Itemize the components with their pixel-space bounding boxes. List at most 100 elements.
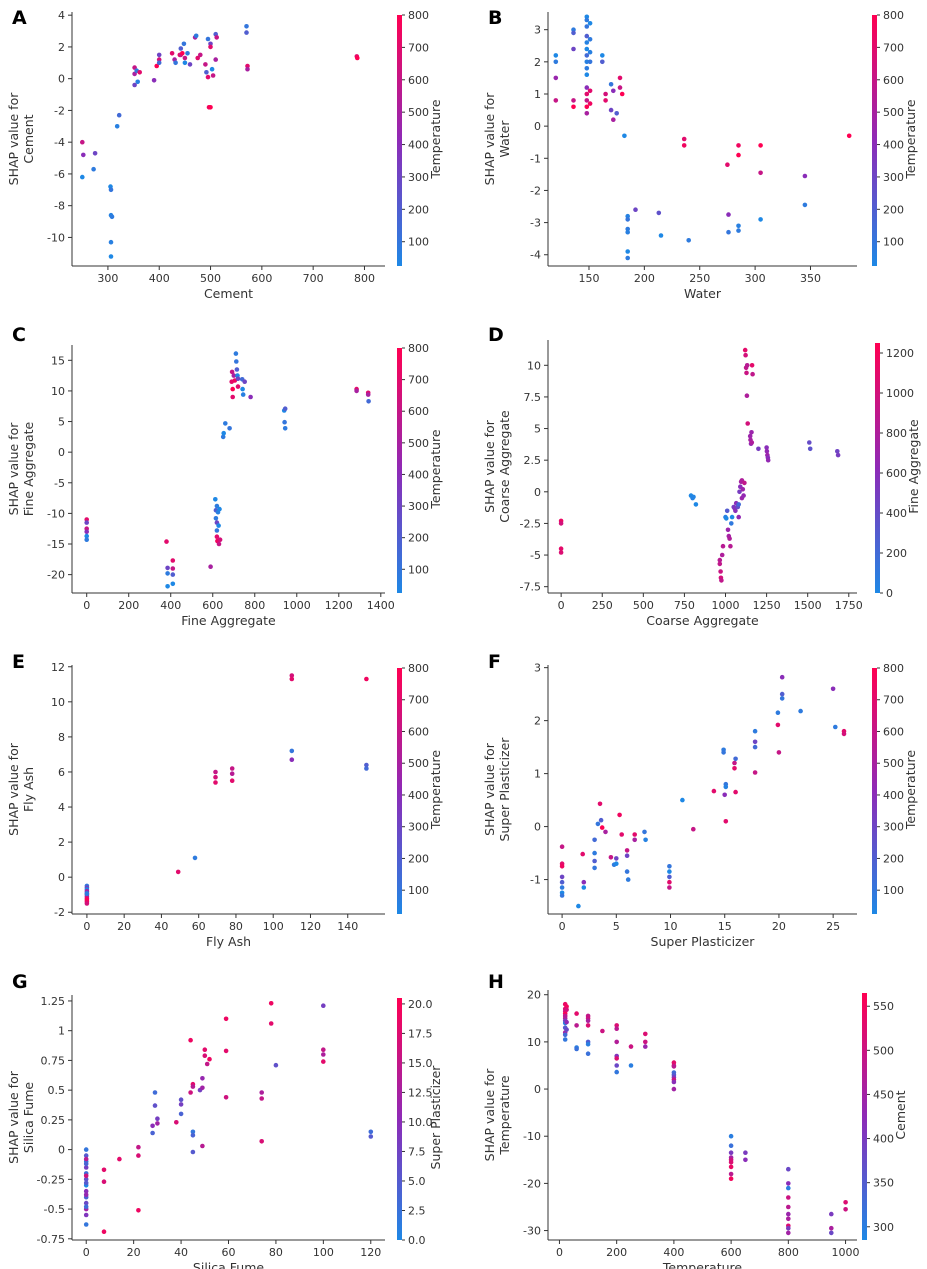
colorbar-tick-label: 400 [873,1133,894,1146]
data-point [562,1032,568,1038]
data-point [571,27,576,32]
colorbar-label: Super Plasticizer [428,1065,443,1170]
data-point [230,394,235,400]
data-point [564,1027,569,1032]
data-point [192,855,198,861]
data-point [614,856,619,861]
data-point [786,1166,791,1172]
x-tick-label: 800 [244,599,265,612]
x-tick-label: 60 [192,920,206,933]
data-point [732,766,737,771]
colorbar-tick-label: 800 [883,662,904,675]
colorbar-tick-label: 400 [408,468,429,481]
data-point [175,869,181,875]
y-tick-label: 1 [534,88,541,101]
data-point [214,35,219,40]
data-point [728,1159,734,1165]
data-point [584,24,590,29]
data-point [205,74,211,80]
data-point [165,571,170,576]
data-point [259,1139,265,1144]
colorbar-tick-label: 400 [408,789,429,802]
data-point [656,210,662,216]
x-tick-label: 1500 [794,599,822,612]
data-point [749,363,755,368]
data-point [190,1149,196,1155]
colorbar-tick-label: 0 [886,587,893,600]
data-point [680,797,685,803]
y-tick-label: 1 [58,1025,65,1038]
data-point [600,59,605,65]
data-point [667,869,672,874]
x-tick-label: 750 [674,599,695,612]
data-point [208,105,213,110]
data-point [234,359,239,364]
data-point [155,1116,160,1121]
x-tick-label: 600 [721,1246,742,1259]
y-tick-label: 4 [58,9,65,22]
data-point [220,434,226,440]
colorbar-tick-label: 450 [873,1088,894,1101]
data-point [364,762,369,768]
data-point [758,143,763,148]
data-point [658,233,664,238]
data-point [559,885,565,890]
data-point [223,421,228,426]
data-point [209,66,215,72]
data-point [722,792,727,798]
data-point [576,903,581,909]
data-point [835,452,841,458]
x-tick-label: 800 [354,272,375,285]
data-point [187,62,193,67]
colorbar-label: Temperature [903,750,918,830]
x-tick-label: 200 [118,599,139,612]
colorbar-tick-label: 400 [883,789,904,802]
data-point [829,1211,834,1217]
data-point [776,750,782,755]
data-point [233,351,239,356]
data-point [366,399,371,404]
colorbar-tick-label: 600 [883,74,904,87]
x-tick-label: 700 [303,272,324,285]
data-point [643,1039,648,1045]
data-point [625,255,630,261]
y-tick-label: 10 [51,696,65,709]
data-point [564,1007,569,1013]
data-point [728,1176,734,1181]
data-point [190,1133,196,1138]
data-point [248,394,253,400]
data-point [584,98,590,103]
data-point [625,213,630,219]
colorbar-tick-label: 100 [883,236,904,249]
x-tick-label: 1750 [835,599,863,612]
x-tick-label: 600 [202,599,223,612]
data-point [559,864,565,869]
colorbar-tick-label: 200 [883,852,904,865]
data-point [614,1063,619,1068]
y-tick-label: -4 [54,136,65,149]
colorbar-tick-label: 5.0 [408,1175,426,1188]
x-tick-label: 1000 [712,599,740,612]
data-point [733,789,738,795]
data-point [229,771,235,776]
data-point [245,63,250,69]
data-point [741,493,746,498]
x-tick-label: 400 [160,599,181,612]
data-point [165,584,170,589]
data-point [182,60,188,66]
data-point [737,489,742,495]
colorbar-tick-label: 500 [883,106,904,119]
colorbar-tick-label: 700 [408,41,429,54]
data-point [667,885,672,890]
data-point [203,62,208,67]
data-point [170,572,176,577]
data-point [178,46,184,51]
data-point [169,51,175,56]
colorbar [862,993,867,1240]
data-point [743,352,748,358]
data-point [571,46,576,52]
colorbar-tick-label: 550 [873,1000,894,1013]
data-point [758,170,763,176]
data-point [725,527,731,533]
